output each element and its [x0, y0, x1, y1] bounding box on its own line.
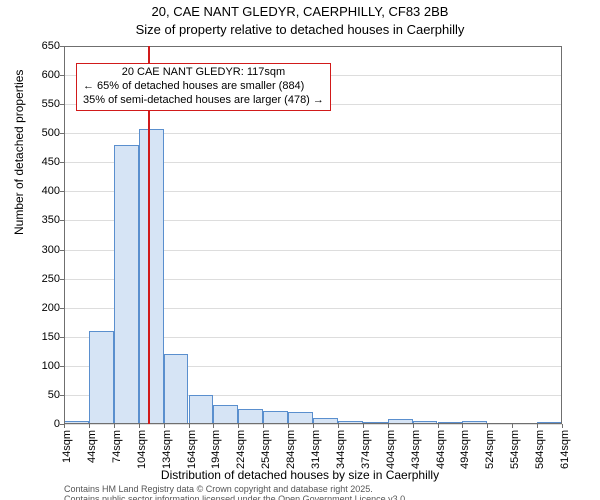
y-axis-label: Number of detached properties — [12, 70, 26, 235]
annotation-box: 20 CAE NANT GLEDYR: 117sqm← 65% of detac… — [76, 63, 331, 110]
chart-title-line2: Size of property relative to detached ho… — [0, 22, 600, 37]
xtick-label: 434sqm — [410, 430, 422, 469]
ytick-label: 350 — [20, 214, 60, 226]
xtick-label: 164sqm — [186, 430, 198, 469]
xtick-mark — [89, 424, 90, 428]
xtick-mark — [512, 424, 513, 428]
xtick-label: 44sqm — [86, 430, 98, 463]
xtick-label: 314sqm — [310, 430, 322, 469]
ytick-mark — [60, 162, 64, 163]
ytick-label: 400 — [20, 185, 60, 197]
ytick-label: 600 — [20, 69, 60, 81]
xtick-label: 104sqm — [136, 430, 148, 469]
xtick-label: 374sqm — [360, 430, 372, 469]
ytick-mark — [60, 366, 64, 367]
xtick-mark — [338, 424, 339, 428]
ytick-label: 100 — [20, 360, 60, 372]
plot-area: 20 CAE NANT GLEDYR: 117sqm← 65% of detac… — [64, 46, 562, 424]
xtick-label: 224sqm — [235, 430, 247, 469]
xtick-label: 194sqm — [210, 430, 222, 469]
xtick-label: 404sqm — [385, 430, 397, 469]
xtick-mark — [164, 424, 165, 428]
ytick-mark — [60, 308, 64, 309]
ytick-label: 0 — [20, 418, 60, 430]
xtick-mark — [189, 424, 190, 428]
xtick-mark — [238, 424, 239, 428]
xtick-mark — [288, 424, 289, 428]
xtick-mark — [537, 424, 538, 428]
ytick-mark — [60, 250, 64, 251]
ytick-mark — [60, 395, 64, 396]
xtick-label: 584sqm — [534, 430, 546, 469]
xtick-mark — [263, 424, 264, 428]
xtick-label: 134sqm — [161, 430, 173, 469]
ytick-label: 250 — [20, 273, 60, 285]
xtick-mark — [139, 424, 140, 428]
xtick-mark — [213, 424, 214, 428]
xtick-mark — [114, 424, 115, 428]
xtick-label: 494sqm — [459, 430, 471, 469]
xtick-mark — [487, 424, 488, 428]
chart-title-line1: 20, CAE NANT GLEDYR, CAERPHILLY, CF83 2B… — [0, 4, 600, 19]
xtick-mark — [64, 424, 65, 428]
xtick-mark — [413, 424, 414, 428]
xtick-mark — [562, 424, 563, 428]
xtick-label: 74sqm — [111, 430, 123, 463]
ytick-mark — [60, 75, 64, 76]
xtick-label: 254sqm — [260, 430, 272, 469]
xtick-label: 614sqm — [559, 430, 571, 469]
ytick-label: 450 — [20, 156, 60, 168]
xtick-label: 284sqm — [285, 430, 297, 469]
ytick-mark — [60, 46, 64, 47]
ytick-label: 50 — [20, 389, 60, 401]
xtick-mark — [438, 424, 439, 428]
ytick-label: 200 — [20, 302, 60, 314]
annotation-line: 35% of semi-detached houses are larger (… — [83, 94, 324, 108]
xtick-label: 344sqm — [335, 430, 347, 469]
ytick-mark — [60, 104, 64, 105]
xtick-label: 524sqm — [484, 430, 496, 469]
annotation-line: ← 65% of detached houses are smaller (88… — [83, 80, 324, 94]
ytick-label: 300 — [20, 244, 60, 256]
ytick-label: 500 — [20, 127, 60, 139]
ytick-mark — [60, 133, 64, 134]
x-axis-label: Distribution of detached houses by size … — [0, 468, 600, 482]
xtick-label: 464sqm — [435, 430, 447, 469]
ytick-label: 650 — [20, 40, 60, 52]
caption-line2: Contains public sector information licen… — [64, 494, 564, 500]
ytick-mark — [60, 337, 64, 338]
xtick-label: 554sqm — [509, 430, 521, 469]
xtick-mark — [313, 424, 314, 428]
ytick-mark — [60, 220, 64, 221]
caption-line1: Contains HM Land Registry data © Crown c… — [64, 484, 564, 494]
xtick-mark — [388, 424, 389, 428]
ytick-mark — [60, 191, 64, 192]
xtick-label: 14sqm — [61, 430, 73, 463]
xtick-mark — [363, 424, 364, 428]
ytick-label: 550 — [20, 98, 60, 110]
ytick-mark — [60, 279, 64, 280]
annotation-line: 20 CAE NANT GLEDYR: 117sqm — [83, 66, 324, 80]
xtick-mark — [462, 424, 463, 428]
ytick-label: 150 — [20, 331, 60, 343]
